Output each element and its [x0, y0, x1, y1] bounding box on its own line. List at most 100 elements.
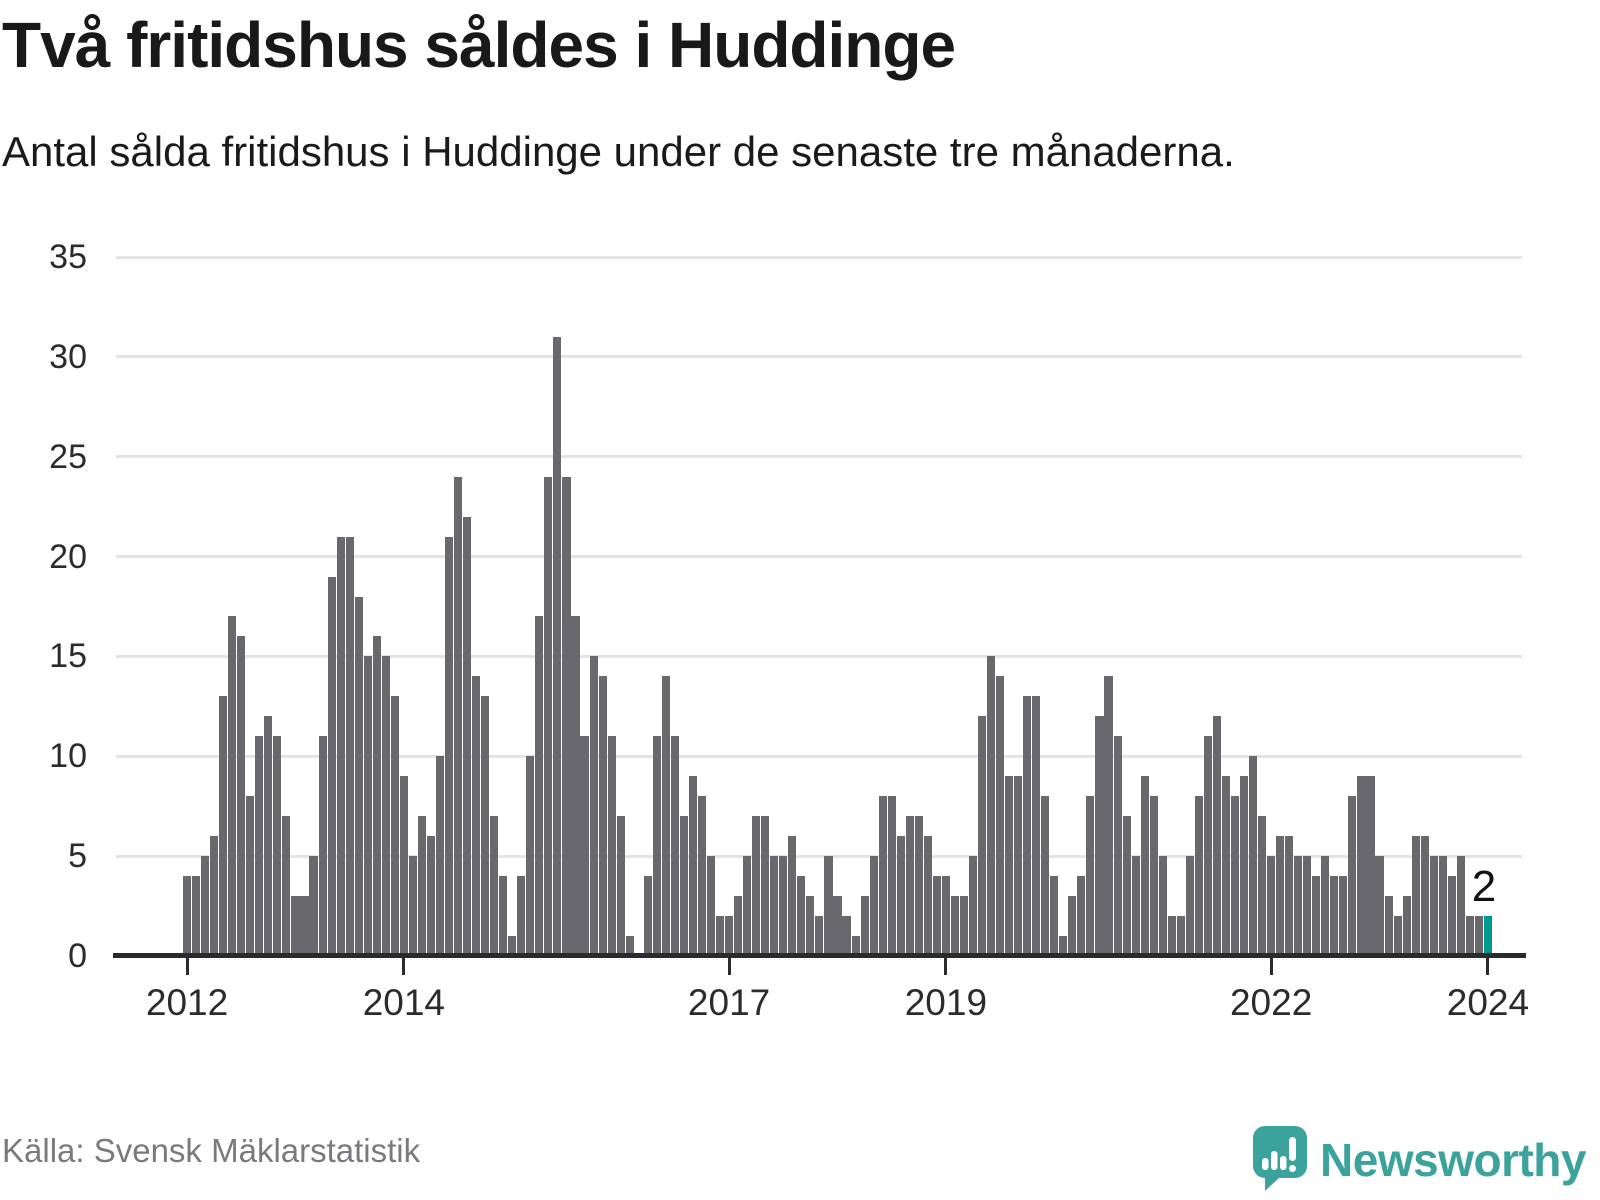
bar — [1203, 736, 1212, 956]
bar — [580, 736, 589, 956]
gridline — [116, 754, 1522, 758]
bar — [1167, 916, 1176, 956]
gridline — [116, 555, 1522, 559]
bar — [1357, 776, 1366, 956]
bar — [499, 876, 508, 956]
bar — [1104, 676, 1113, 956]
bar — [1420, 836, 1429, 956]
page-title: Två fritidshus såldes i Huddinge — [2, 9, 956, 81]
y-axis-label: 0 — [68, 937, 87, 975]
bar — [996, 676, 1005, 956]
bar — [1393, 916, 1402, 956]
highlight-value-label: 2 — [1471, 862, 1497, 912]
y-axis-label: 10 — [49, 737, 87, 776]
bar — [770, 856, 779, 956]
bar — [399, 776, 408, 956]
bar — [950, 896, 959, 956]
bar — [968, 856, 978, 956]
bar — [652, 736, 661, 956]
bar — [905, 816, 914, 956]
bar — [860, 896, 869, 956]
bar — [914, 816, 923, 956]
bar — [1384, 896, 1393, 956]
bar — [1059, 936, 1068, 956]
bar — [1077, 876, 1086, 956]
bar — [598, 676, 607, 956]
bar — [1339, 876, 1348, 956]
bar — [354, 596, 363, 956]
x-axis-label: 2012 — [145, 982, 229, 1023]
bar — [725, 916, 734, 956]
x-axis-tick — [1269, 958, 1273, 975]
bar — [372, 636, 381, 956]
bar — [526, 756, 535, 956]
bar — [309, 856, 318, 956]
bar — [887, 796, 896, 956]
bar — [923, 836, 932, 956]
bar — [1303, 856, 1312, 956]
bar — [959, 896, 969, 956]
bar — [300, 896, 309, 956]
bar — [1348, 796, 1357, 956]
bar — [607, 736, 616, 956]
bar — [517, 876, 526, 956]
bar — [1366, 776, 1375, 956]
bar — [797, 876, 806, 956]
bar — [219, 696, 228, 956]
bar — [851, 936, 860, 956]
bar — [752, 816, 761, 956]
bar — [779, 856, 788, 956]
bar — [1140, 776, 1149, 956]
y-axis-label: 15 — [49, 637, 87, 676]
bar — [544, 476, 553, 956]
bar — [1447, 876, 1456, 956]
bar — [697, 796, 707, 956]
x-axis-tick — [944, 958, 948, 975]
bar — [1456, 856, 1465, 956]
gridline — [116, 355, 1522, 359]
bar — [237, 636, 246, 956]
bar — [463, 516, 472, 956]
newsworthy-bubble-icon — [1252, 1125, 1308, 1196]
bar — [688, 776, 697, 956]
bar — [472, 676, 481, 956]
bar — [1321, 856, 1330, 956]
bar — [535, 616, 544, 956]
bar — [273, 736, 282, 956]
bar — [1158, 856, 1167, 956]
bar — [1122, 816, 1131, 956]
newsworthy-logo: Newsworthy — [1252, 1125, 1586, 1192]
bar — [1149, 796, 1158, 956]
bar — [1023, 696, 1032, 956]
bar — [1249, 756, 1258, 956]
bar — [1212, 716, 1221, 956]
bar — [761, 816, 770, 956]
source-note: Källa: Svensk Mäklarstatistik — [2, 1132, 421, 1169]
bar — [264, 716, 273, 956]
bar — [454, 476, 463, 956]
bar — [1041, 796, 1050, 956]
y-axis-label: 5 — [68, 837, 87, 876]
x-axis-tick — [402, 958, 406, 975]
x-axis-tick — [1486, 958, 1490, 975]
bar — [1032, 696, 1041, 956]
bar — [616, 816, 625, 956]
bar — [878, 796, 887, 956]
bar — [192, 876, 201, 956]
bar — [1095, 716, 1104, 956]
bar — [318, 736, 327, 956]
bar — [255, 736, 264, 956]
bar — [1131, 856, 1140, 956]
bar — [706, 856, 716, 956]
bar — [345, 536, 354, 956]
x-axis-label: 2014 — [362, 982, 446, 1023]
x-axis-label: 2024 — [1446, 982, 1530, 1023]
bar — [1185, 856, 1194, 956]
bar — [336, 536, 345, 956]
bar — [1375, 856, 1384, 956]
bar — [1194, 796, 1203, 956]
bar — [1330, 876, 1339, 956]
bar — [201, 856, 210, 956]
bar — [743, 856, 752, 956]
